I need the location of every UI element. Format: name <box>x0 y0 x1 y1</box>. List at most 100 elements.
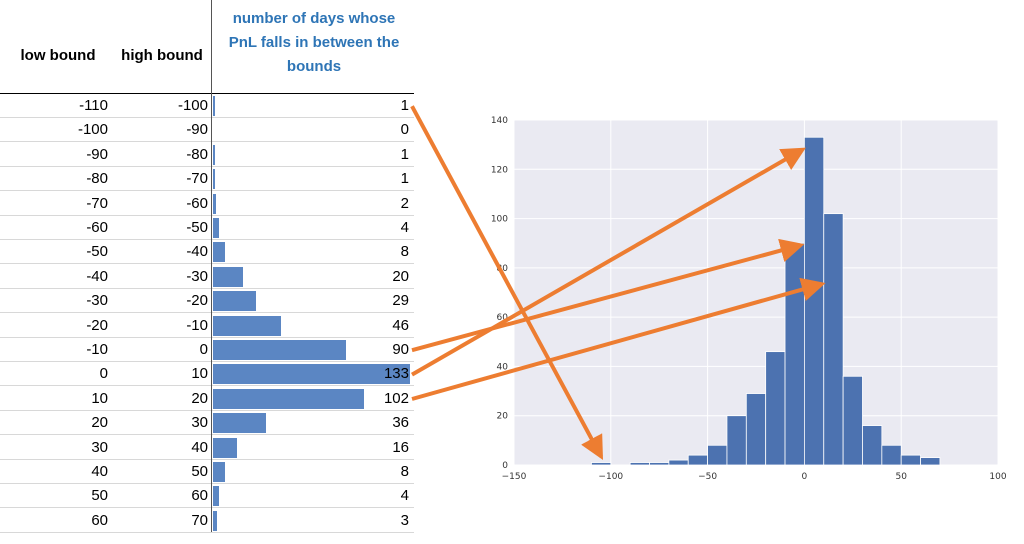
cell-count: 46 <box>392 316 409 334</box>
data-bar <box>213 437 237 458</box>
data-bar <box>213 169 215 190</box>
cell-low-bound: 0 <box>99 365 108 383</box>
data-bar <box>213 291 256 312</box>
y-tick-label: 0 <box>502 461 508 471</box>
cell-count: 90 <box>392 341 409 358</box>
cell-count: 1 <box>400 97 409 114</box>
cell-low-bound: -100 <box>77 121 108 139</box>
cell-high-bound: -20 <box>186 292 208 310</box>
cell-high-bound: -70 <box>186 170 208 188</box>
data-bar <box>213 315 282 336</box>
table-row: 60 70 3 <box>0 509 414 533</box>
histogram-bar <box>900 454 921 466</box>
header-count-line: PnL falls in between the <box>228 34 400 51</box>
cell-high-bound: -50 <box>186 219 208 236</box>
cell-count: 8 <box>400 463 409 480</box>
data-bar <box>213 96 215 116</box>
x-tick-label: −150 <box>502 472 527 482</box>
table-row: -110 -100 1 <box>0 94 414 118</box>
x-tick-label: −50 <box>698 472 717 482</box>
cell-low-bound: -30 <box>86 292 108 310</box>
cell-count: 8 <box>400 243 409 261</box>
y-tick-label: 80 <box>497 264 509 274</box>
table-row: -50 -40 8 <box>0 240 414 265</box>
cell-count: 4 <box>400 219 409 236</box>
cell-high-bound: 40 <box>191 438 208 456</box>
table-row: -70 -60 2 <box>0 192 414 216</box>
cell-low-bound: -80 <box>86 170 108 188</box>
cell-high-bound: 60 <box>191 487 208 505</box>
data-bar <box>213 413 267 434</box>
table-row: -80 -70 1 <box>0 167 414 192</box>
cell-high-bound: 50 <box>191 463 208 480</box>
cell-count: 1 <box>400 145 409 163</box>
y-tick-label: 40 <box>497 362 509 372</box>
y-tick-label: 60 <box>497 313 509 323</box>
cell-low-bound: 50 <box>91 487 108 505</box>
cell-low-bound: -90 <box>86 145 108 163</box>
x-tick-label: 0 <box>802 472 808 482</box>
cell-low-bound: 40 <box>91 463 108 480</box>
histogram-bar <box>745 393 767 466</box>
cell-high-bound: 30 <box>191 414 208 432</box>
cell-high-bound: 10 <box>191 365 208 383</box>
cell-high-bound: -40 <box>186 243 208 261</box>
histogram-bar <box>765 351 786 466</box>
histogram-bar <box>784 242 805 466</box>
x-tick-label: 100 <box>989 472 1006 482</box>
cell-low-bound: -60 <box>86 219 108 236</box>
cell-high-bound: 20 <box>191 389 208 407</box>
histogram-bar <box>726 415 747 466</box>
x-tick-label: −100 <box>598 472 623 482</box>
cell-low-bound: 60 <box>91 511 108 529</box>
cell-high-bound: 70 <box>191 511 208 529</box>
data-bar <box>213 218 219 238</box>
table-row: 0 10 133 <box>0 362 414 387</box>
cell-low-bound: 20 <box>91 414 108 432</box>
frequency-table: low bound high bound number of days whos… <box>0 0 414 533</box>
table-row: 40 50 8 <box>0 460 414 484</box>
data-bar <box>213 266 243 287</box>
header-count-line: number of days whose <box>232 10 396 27</box>
histogram-bar <box>649 462 670 466</box>
cell-count: 102 <box>383 389 409 407</box>
data-bar <box>213 364 410 385</box>
cell-high-bound: 0 <box>199 341 208 358</box>
cell-low-bound: -20 <box>86 316 108 334</box>
cell-count: 4 <box>400 487 409 505</box>
data-bar <box>213 388 365 409</box>
table-row: -60 -50 4 <box>0 216 414 240</box>
data-bar <box>213 144 215 165</box>
histogram-bar <box>687 454 709 466</box>
header-high-bound: high bound <box>121 47 203 64</box>
table-row: -10 0 90 <box>0 338 414 362</box>
table-header-divider <box>0 93 414 94</box>
cell-high-bound: -100 <box>177 97 208 114</box>
header-count: number of days whose PnL falls in betwee… <box>214 7 414 79</box>
data-bar <box>213 486 219 507</box>
table-row: -30 -20 29 <box>0 289 414 314</box>
histogram-bar <box>920 457 941 466</box>
cell-count: 16 <box>392 438 409 456</box>
cell-low-bound: -40 <box>86 267 108 285</box>
data-bar <box>213 510 218 531</box>
cell-low-bound: -70 <box>86 194 108 212</box>
cell-high-bound: -10 <box>186 316 208 334</box>
cell-low-bound: 10 <box>91 389 108 407</box>
y-tick-label: 20 <box>497 412 509 422</box>
cell-count: 2 <box>400 194 409 212</box>
histogram-bar <box>803 136 825 466</box>
histogram-chart: −150 −100 −50 0 50 100 0 20 40 60 80 100 120 140 <box>491 116 1007 482</box>
histogram-bar <box>862 425 883 466</box>
cell-high-bound: -80 <box>186 145 208 163</box>
cell-count: 0 <box>400 121 409 139</box>
cell-high-bound: -60 <box>186 194 208 212</box>
y-tick-label: 120 <box>491 165 508 175</box>
histogram-bar <box>823 213 844 466</box>
cell-low-bound: 30 <box>91 438 108 456</box>
cell-count: 36 <box>392 414 409 432</box>
cell-low-bound: -50 <box>86 243 108 261</box>
histogram-bar <box>881 444 902 466</box>
cell-count: 29 <box>392 292 409 310</box>
header-count-line: bounds <box>286 58 342 75</box>
